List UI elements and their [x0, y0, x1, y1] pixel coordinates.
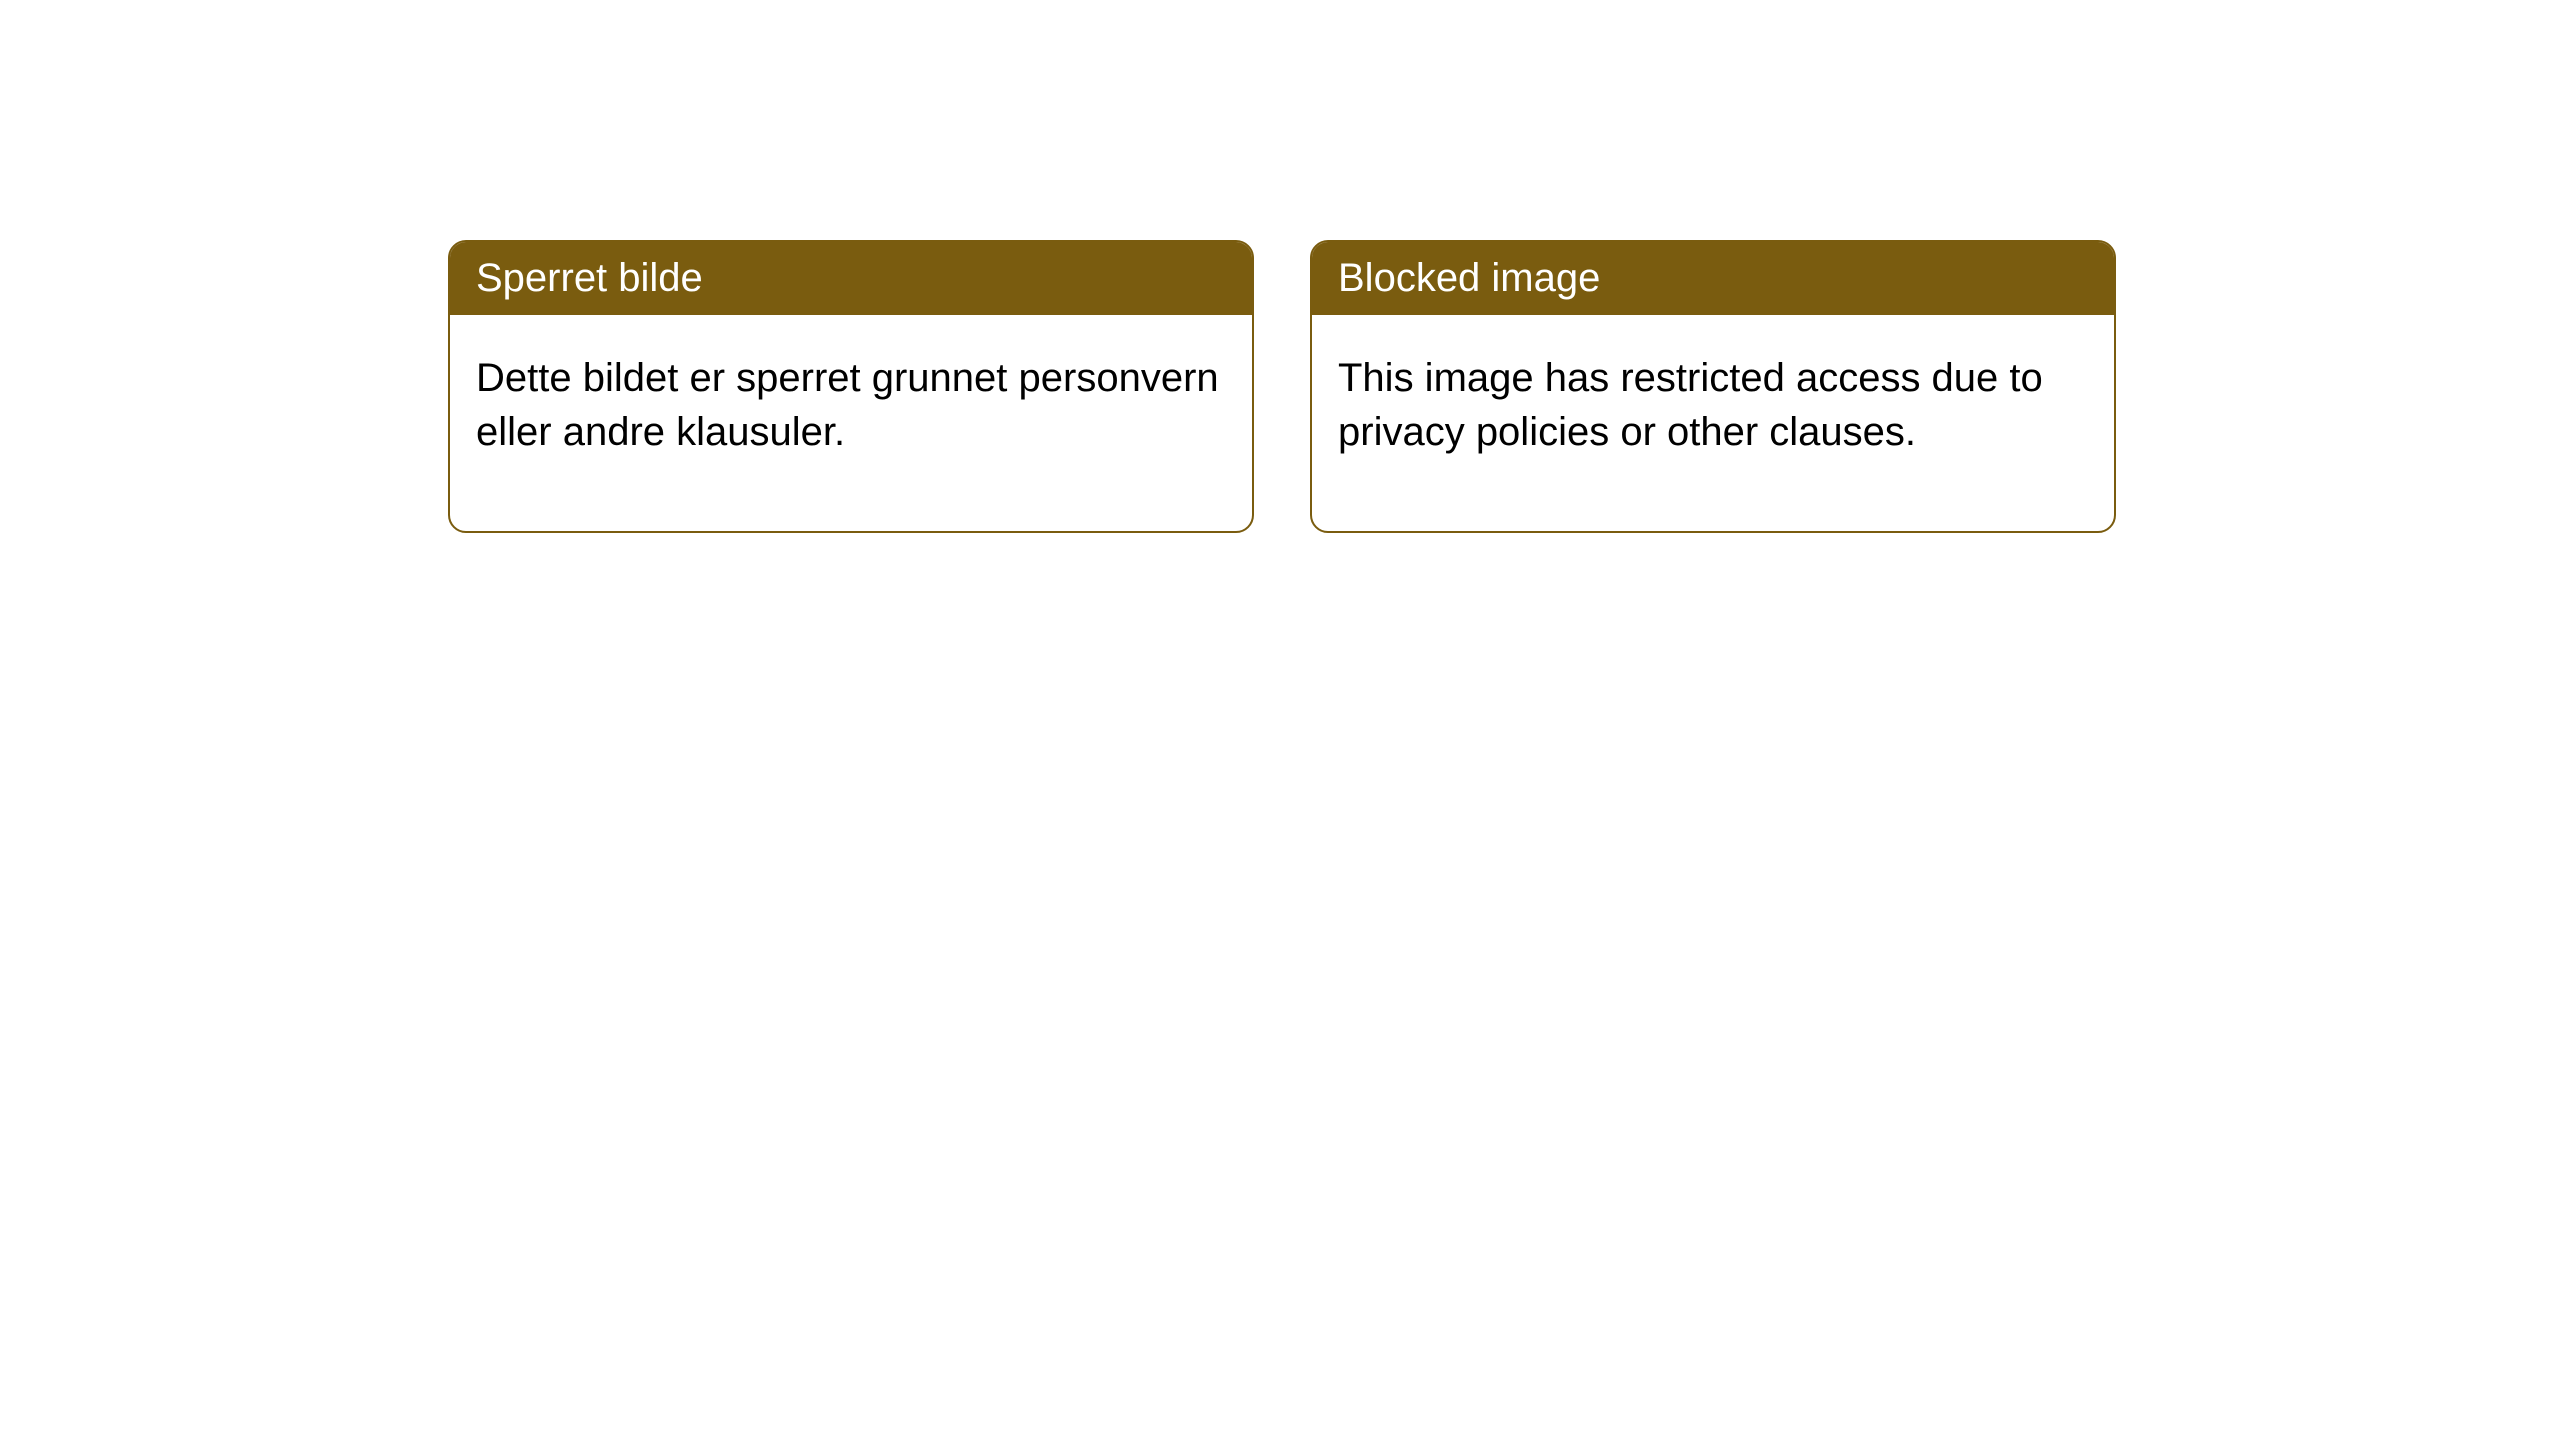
notice-card-english: Blocked image This image has restricted … [1310, 240, 2116, 533]
notice-card-title: Blocked image [1312, 242, 2114, 315]
notice-card-norwegian: Sperret bilde Dette bildet er sperret gr… [448, 240, 1254, 533]
notice-card-title: Sperret bilde [450, 242, 1252, 315]
notice-card-body: Dette bildet er sperret grunnet personve… [450, 315, 1252, 531]
notice-cards-container: Sperret bilde Dette bildet er sperret gr… [448, 240, 2116, 533]
notice-card-body: This image has restricted access due to … [1312, 315, 2114, 531]
